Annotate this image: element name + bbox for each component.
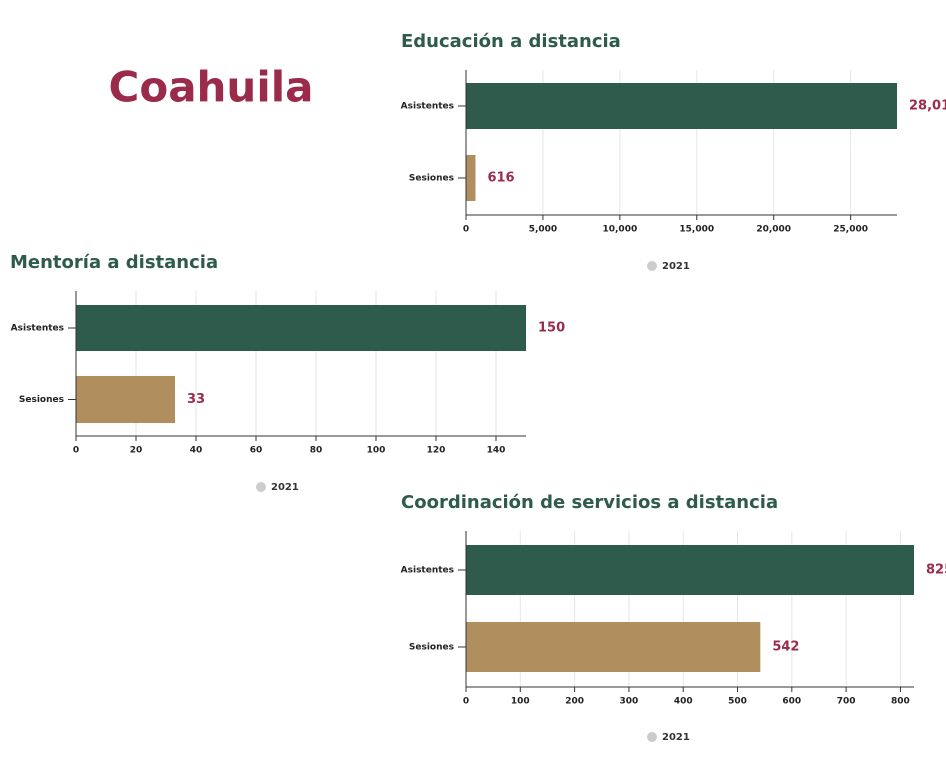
x-tick-label: 800	[891, 697, 910, 707]
category-label: Sesiones	[409, 174, 454, 184]
x-tick-label: 0	[463, 225, 469, 235]
x-tick-label: 25,000	[833, 225, 868, 235]
category-label: Asistentes	[11, 324, 64, 334]
bar	[466, 83, 897, 129]
page-title: Coahuila	[109, 63, 314, 112]
value-label: 150	[538, 321, 565, 336]
legend-marker	[647, 732, 657, 742]
legend-label: 2021	[271, 482, 299, 493]
x-tick-label: 200	[565, 697, 584, 707]
bar	[466, 155, 476, 201]
legend-label: 2021	[662, 732, 690, 743]
category-label: Asistentes	[401, 566, 454, 576]
x-tick-label: 140	[487, 446, 506, 456]
x-tick-label: 100	[367, 446, 386, 456]
x-tick-label: 120	[427, 446, 446, 456]
x-tick-label: 20	[130, 446, 143, 456]
x-tick-label: 5,000	[529, 225, 557, 235]
x-tick-label: 100	[511, 697, 530, 707]
chart-title: Educación a distancia	[401, 31, 621, 52]
value-label: 28,013	[909, 99, 946, 114]
x-tick-label: 700	[837, 697, 856, 707]
bar	[466, 545, 914, 595]
x-tick-label: 500	[728, 697, 747, 707]
category-label: Asistentes	[401, 102, 454, 112]
x-tick-label: 20,000	[756, 225, 791, 235]
x-tick-label: 60	[250, 446, 263, 456]
x-tick-label: 0	[463, 697, 469, 707]
category-label: Sesiones	[19, 395, 64, 405]
legend-label: 2021	[662, 261, 690, 272]
x-tick-label: 400	[674, 697, 693, 707]
x-tick-label: 600	[782, 697, 801, 707]
legend-marker	[256, 482, 266, 492]
category-label: Sesiones	[409, 643, 454, 653]
value-label: 33	[187, 392, 205, 407]
x-tick-label: 300	[620, 697, 639, 707]
chart-title: Mentoría a distancia	[10, 252, 218, 273]
bar	[76, 305, 526, 351]
x-tick-label: 80	[310, 446, 323, 456]
x-tick-label: 0	[73, 446, 79, 456]
x-tick-label: 40	[190, 446, 203, 456]
x-tick-label: 15,000	[679, 225, 714, 235]
bar	[466, 622, 761, 672]
bar	[76, 376, 175, 423]
chart-title: Coordinación de servicios a distancia	[401, 492, 778, 513]
value-label: 542	[772, 640, 799, 655]
value-label: 616	[487, 171, 514, 186]
value-label: 825	[926, 563, 946, 578]
x-tick-label: 10,000	[602, 225, 637, 235]
legend-marker	[647, 261, 657, 271]
